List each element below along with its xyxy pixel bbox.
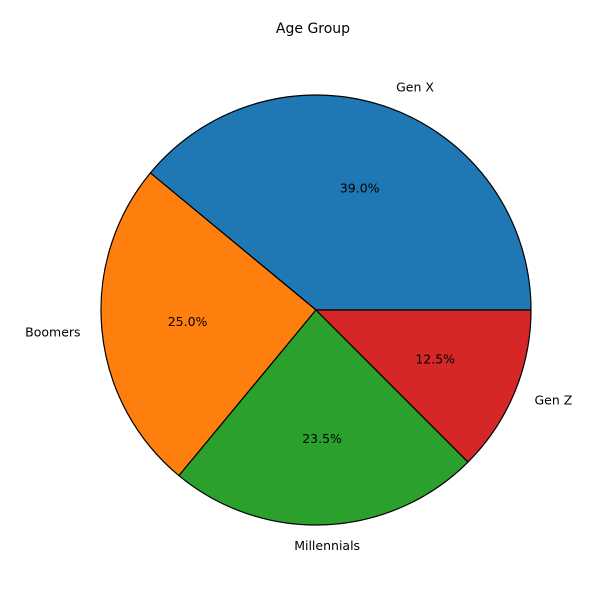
slice-percent-boomers: 25.0% xyxy=(168,314,208,329)
slice-percent-gen-x: 39.0% xyxy=(340,181,380,196)
chart-title: Age Group xyxy=(276,21,350,37)
slice-percent-millennials: 23.5% xyxy=(302,431,342,446)
pie-slice-gen-z xyxy=(315,309,532,463)
slice-label-boomers: Boomers xyxy=(25,324,80,339)
pie-slices xyxy=(100,94,532,526)
slice-label-gen-z: Gen Z xyxy=(535,393,573,408)
pie-slice-millennials xyxy=(178,309,469,526)
pie-labels: Gen X 39.0% Boomers 25.0% Millennials 23.5% Ge… xyxy=(25,79,572,553)
slice-label-millennials: Millennials xyxy=(294,538,360,553)
pie-slice-gen-x xyxy=(149,94,532,311)
slice-percent-gen-z: 12.5% xyxy=(415,351,455,366)
pie-slice-boomers xyxy=(100,172,317,477)
slice-label-gen-x: Gen X xyxy=(396,79,434,94)
